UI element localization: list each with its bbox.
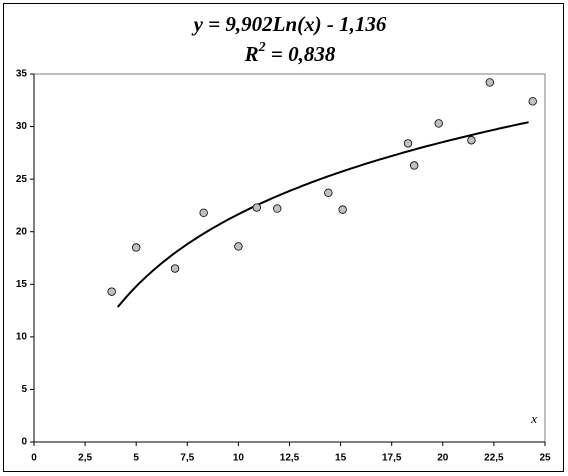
y-tick-label: 35 [16, 69, 28, 80]
data-point [199, 208, 208, 217]
data-point [324, 188, 333, 198]
data-point [467, 136, 476, 145]
chart-subtitle: R2 = 0,838 [244, 40, 336, 66]
data-point [170, 264, 180, 273]
y-tick-label: 5 [21, 384, 27, 395]
data-point [273, 204, 282, 213]
data-point [409, 161, 419, 170]
x-tick-label: 5 [133, 453, 139, 464]
data-point [252, 203, 261, 212]
trend-line [117, 121, 529, 308]
data-point [131, 243, 141, 252]
x-tick-label: 17,5 [382, 453, 402, 464]
y-tick-label: 30 [16, 121, 28, 132]
data-point [234, 242, 243, 251]
x-tick-label: 7,5 [180, 453, 194, 464]
y-tick-label: 25 [16, 174, 28, 185]
x-tick-label: 22,5 [484, 453, 504, 464]
x-tick-label: 10 [233, 453, 245, 464]
y-tick-label: 20 [16, 226, 28, 237]
data-point [485, 78, 495, 87]
x-axis-label: x [530, 411, 537, 426]
data-point [107, 287, 116, 296]
x-tick-label: 25 [539, 453, 551, 464]
x-tick-label: 20 [437, 453, 449, 464]
y-tick-label: 15 [16, 279, 28, 290]
data-point [403, 139, 413, 148]
x-tick-label: 15 [335, 453, 347, 464]
data-point [434, 119, 443, 128]
data-point [338, 205, 347, 214]
plot-area [33, 73, 546, 443]
x-tick-label: 2,5 [78, 453, 92, 464]
data-point [528, 97, 537, 106]
x-tick-label: 12,5 [280, 453, 300, 464]
r2-base: R [244, 42, 259, 66]
x-tick-label: 0 [31, 453, 37, 464]
y-tick-label: 10 [16, 331, 28, 342]
r2-sup: 2 [258, 40, 266, 55]
r2-value: = 0,838 [266, 42, 336, 66]
chart-title: y = 9,902Ln(x) - 1,136 [191, 12, 387, 36]
y-tick-label: 0 [21, 437, 27, 448]
